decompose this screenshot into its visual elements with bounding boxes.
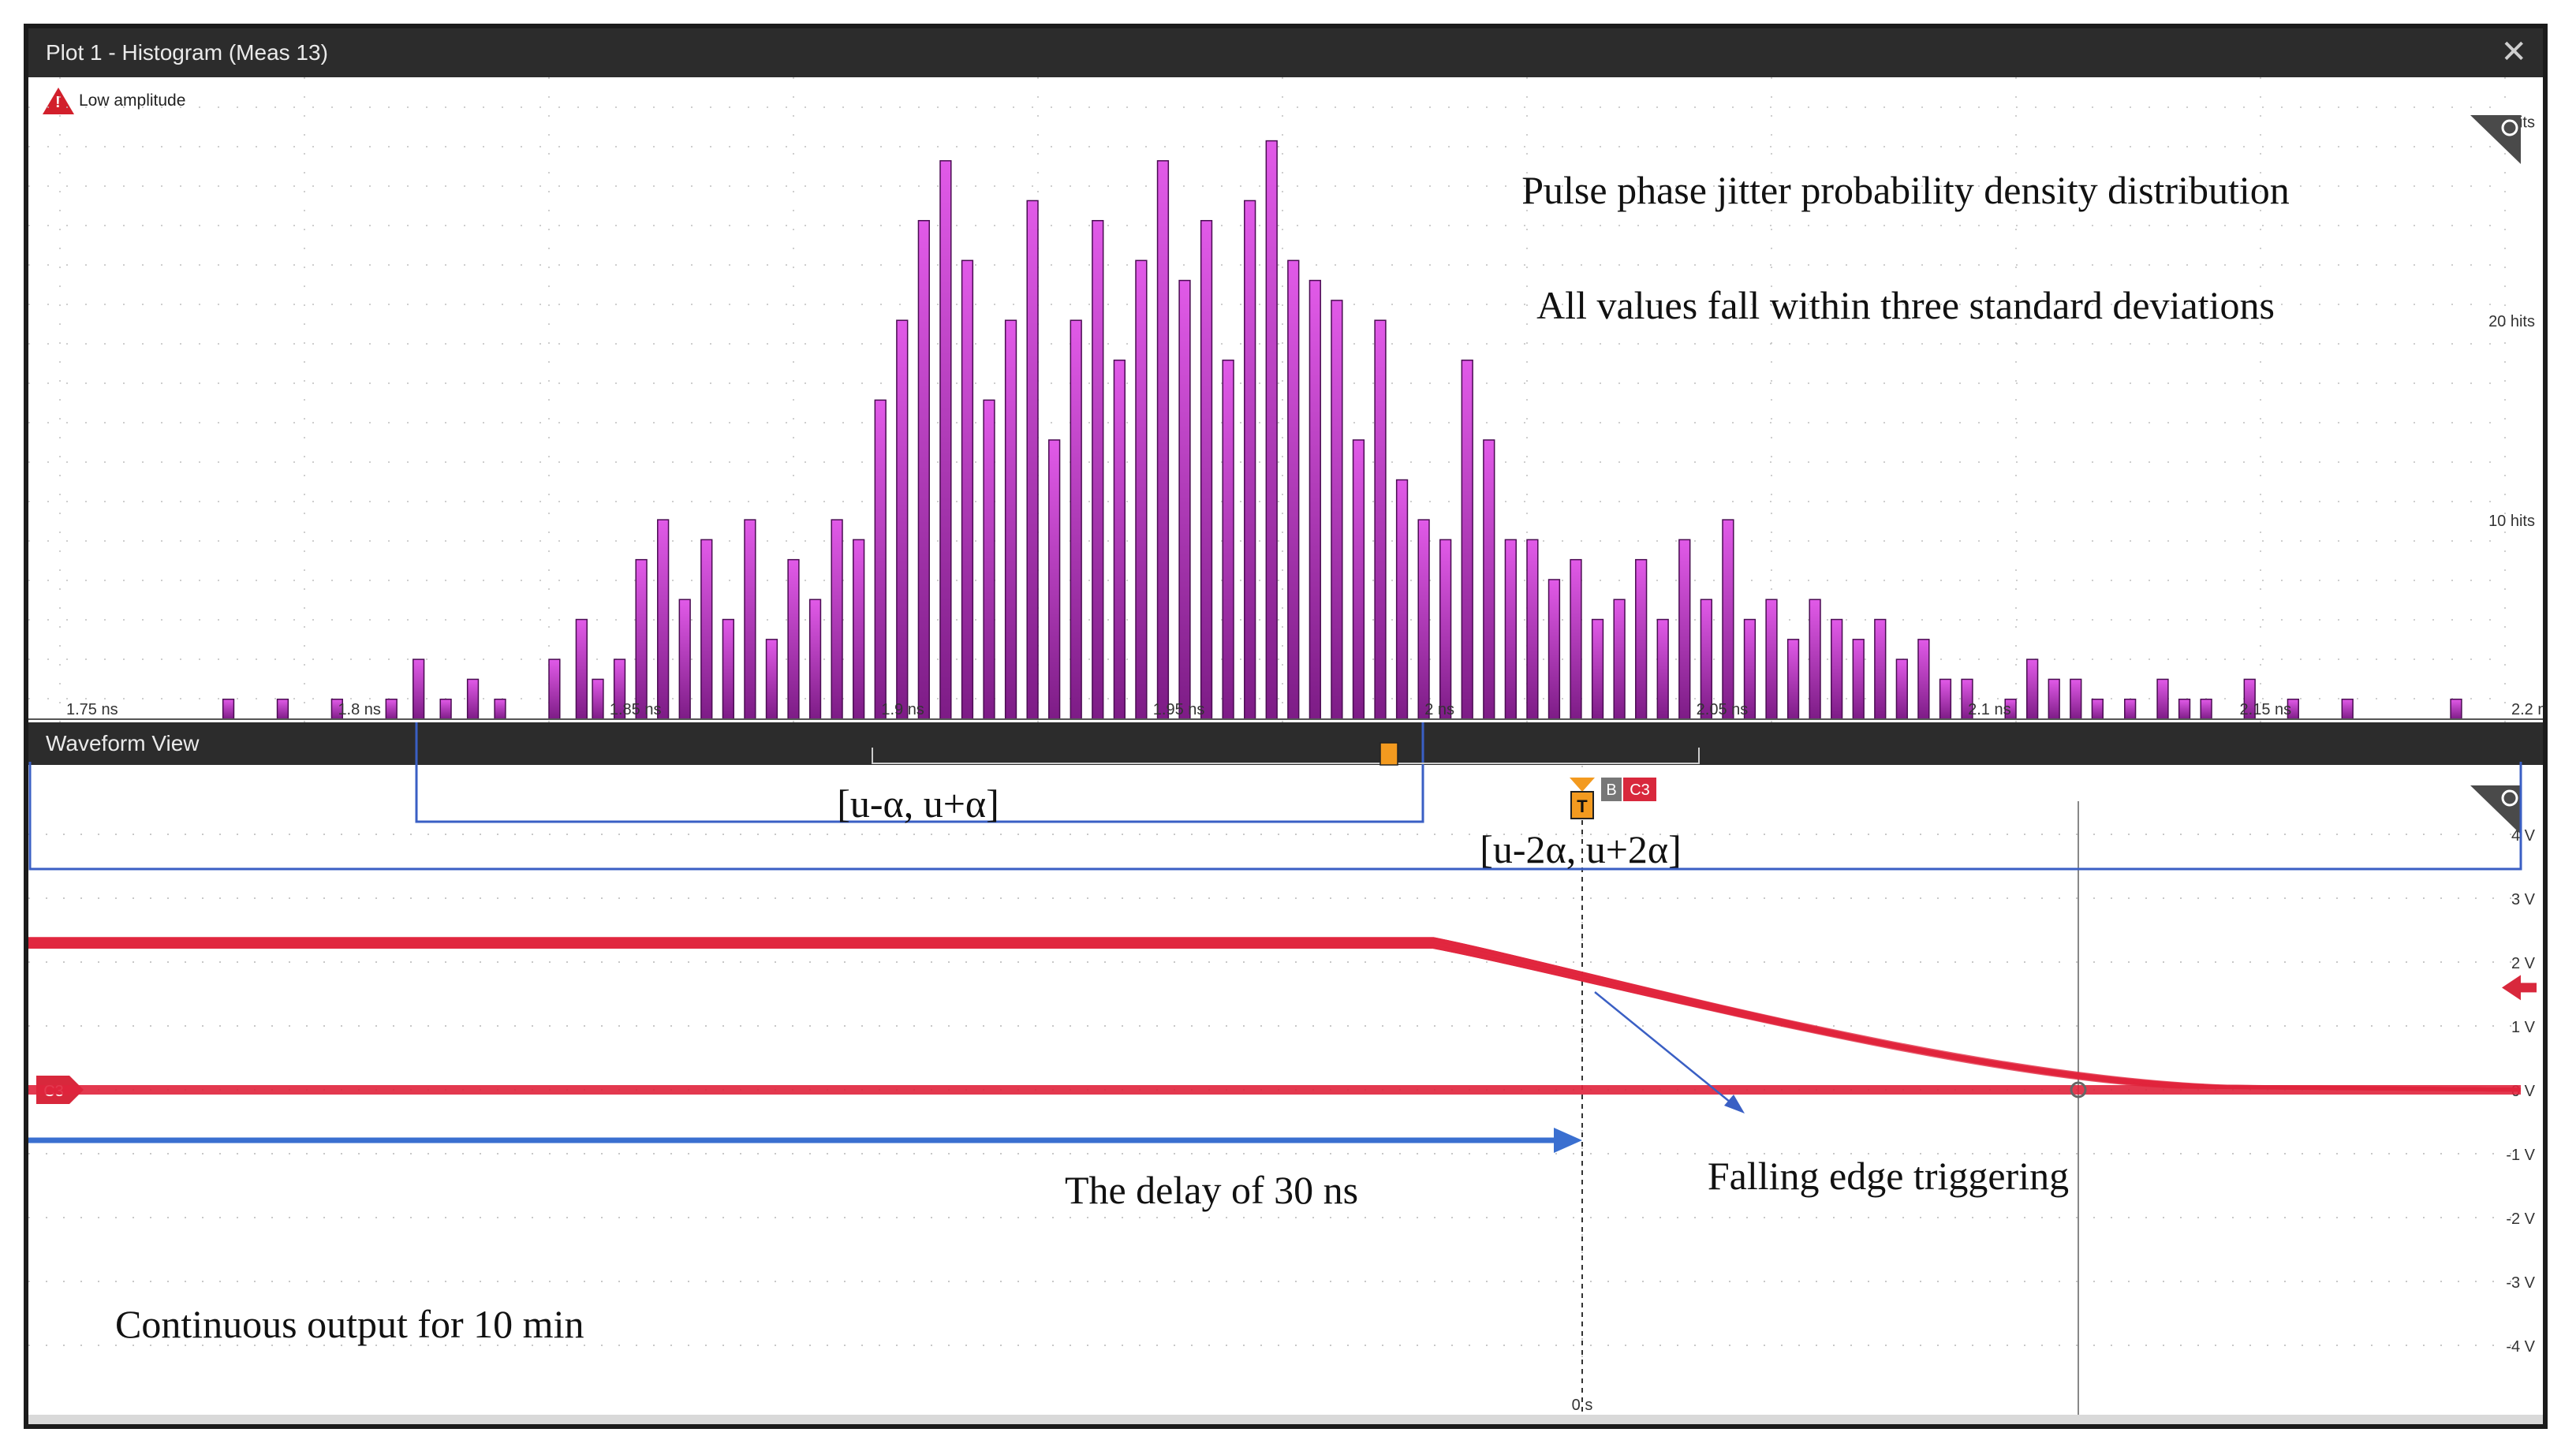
delay-arrow-right-head	[1554, 1128, 1582, 1153]
range-bracket-2sigma	[28, 762, 2522, 871]
waveform-trace	[28, 945, 2522, 1092]
annotation-range-1sigma: [u-α, u+α]	[837, 781, 999, 826]
waveform-y-tick: 1 V	[2511, 1019, 2536, 1036]
histogram-x-tick: 2.15 ns	[2240, 701, 2292, 718]
cursor-b-label: B	[1606, 781, 1616, 799]
trigger-pointer-head	[1724, 1095, 1745, 1113]
warning-icon: !	[43, 88, 74, 114]
annotation-delay: The delay of 30 ns	[1065, 1168, 1358, 1212]
histogram-x-tick: 2.2 ns	[2511, 701, 2543, 718]
waveform-title: Waveform View	[46, 731, 200, 755]
waveform-y-tick: -3 V	[2506, 1274, 2535, 1292]
histogram-x-tick: 1.95 ns	[1153, 701, 1205, 718]
cursor-b-channel-badge	[1623, 778, 1656, 801]
waveform-traces	[28, 937, 2522, 1095]
histogram-x-tick: 1.85 ns	[610, 701, 662, 718]
waveform-trace	[28, 941, 2522, 1092]
waveform-plot: 4 V3 V2 V1 V0 V-1 V-2 V-3 V-4 V-60 ns-50…	[28, 722, 2537, 1424]
waveform-trace	[28, 945, 2522, 1092]
status-strip	[28, 1415, 2543, 1424]
oscilloscope-window: Plot 1 - Histogram (Meas 13) ✕ ! Low amp…	[24, 24, 2548, 1429]
histogram-x-tick: 1.75 ns	[66, 701, 118, 718]
trigger-level-arrow-icon	[2502, 975, 2521, 1001]
histogram-title-bar: Plot 1 - Histogram (Meas 13) ✕	[28, 28, 2543, 77]
histogram-y-tick: 10 hits	[2488, 513, 2535, 530]
waveform-trace	[28, 941, 2522, 1092]
waveform-y-tick: -4 V	[2506, 1338, 2535, 1356]
annotation-range-2sigma: [u-2α, u+2α]	[1480, 827, 1682, 871]
histogram-plot: 1.75 ns 1.8 ns 1.85 ns 1.9 ns 1.95 ns 2 ns 2.0…	[28, 77, 2543, 722]
waveform-y-tick: -1 V	[2506, 1147, 2535, 1164]
trigger-pointer-line	[1594, 991, 1739, 1110]
waveform-magnifier-icon	[2501, 789, 2518, 807]
histogram-trigger-marker	[1379, 742, 1398, 766]
close-icon[interactable]: ✕	[2500, 35, 2527, 69]
histogram-y-tick: 20 hits	[2488, 313, 2535, 330]
histogram-x-tick: 2.1 ns	[1968, 701, 2010, 718]
histogram-x-tick: 1.9 ns	[881, 701, 924, 718]
histogram-title: Plot 1 - Histogram (Meas 13)	[46, 40, 328, 65]
waveform-trace	[28, 937, 2522, 1092]
zoom-corner-icon	[2470, 115, 2521, 164]
trigger-marker	[1570, 791, 1594, 819]
cursor-b-channel: C3	[1630, 781, 1650, 799]
waveform-x-tick: 0 s	[1572, 1397, 1593, 1414]
waveform-y-tick: 2 V	[2511, 955, 2536, 972]
waveform-trace	[28, 937, 2522, 1092]
histogram-x-tick: 1.8 ns	[338, 701, 380, 718]
waveform-trace	[28, 941, 2522, 1092]
cursor-crossing-marker	[2070, 1081, 2087, 1099]
waveform-y-tick: 4 V	[2511, 827, 2536, 845]
histogram-window-bracket	[872, 748, 1700, 764]
magnifier-icon	[2501, 119, 2518, 136]
waveform-y-tick: -2 V	[2506, 1210, 2535, 1228]
waveform-title-bar: Waveform View	[28, 722, 2543, 765]
annotation-sigma: All values fall within three standard de…	[1536, 283, 2275, 327]
waveform-trace	[28, 937, 2522, 1092]
trigger-label: T	[1577, 796, 1588, 816]
trigger-arrow-icon	[1570, 778, 1595, 792]
cursor-b-badge	[1601, 778, 1622, 801]
waveform-trace	[28, 945, 2522, 1092]
annotation-trigger: Falling edge triggering	[1708, 1154, 2069, 1198]
waveform-zoom-icon	[2470, 785, 2521, 834]
trigger-level-stem	[2519, 983, 2537, 993]
low-amplitude-warning: ! Low amplitude	[43, 85, 185, 117]
annotation-output: Continuous output for 10 min	[115, 1302, 584, 1346]
waveform-y-tick: 3 V	[2511, 891, 2536, 908]
histogram-x-tick: 2.05 ns	[1697, 701, 1749, 718]
annotation-pdf: Pulse phase jitter probability density d…	[1521, 168, 2290, 212]
range-bracket-1sigma	[415, 722, 1424, 823]
histogram-x-tick: 2 ns	[1424, 701, 1454, 718]
warning-text: Low amplitude	[79, 91, 186, 110]
